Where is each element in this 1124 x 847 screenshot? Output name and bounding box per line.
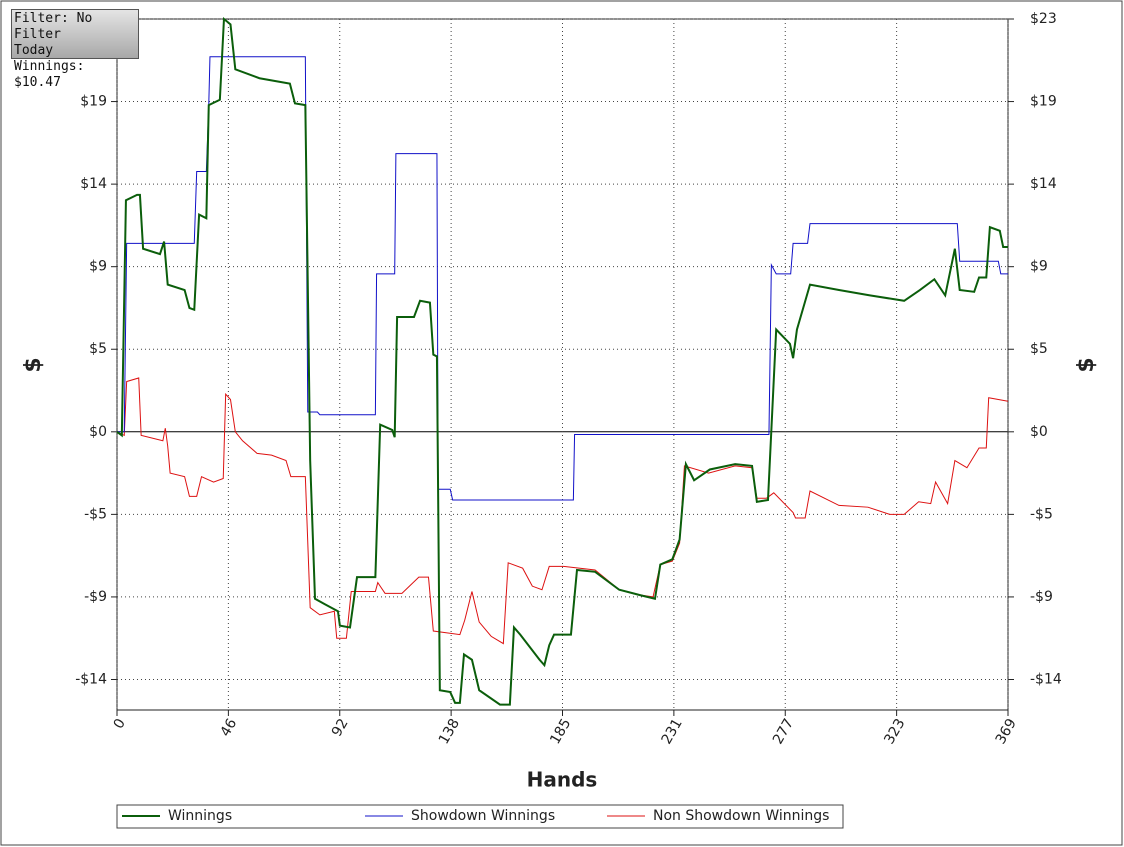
x-tick-label: 138 [436,716,463,747]
legend-label: Showdown Winnings [411,808,555,824]
y2-axis-label: $ [1074,357,1099,372]
legend-box [116,804,844,829]
legend-label: Non Showdown Winnings [653,808,829,824]
series-line [116,377,1009,645]
info-box: Filter: No Filter Today Winnings: $10.47 [11,9,139,90]
y-tick-label: $14 [80,176,107,192]
x-tick-label: 185 [547,716,574,747]
y2-tick-label: $9 [1030,259,1048,275]
x-tick-label: 369 [993,716,1020,747]
y2-tick-label: $19 [1030,94,1057,110]
x-tick-label: 0 [111,716,129,732]
y2-tick-label: $0 [1030,424,1048,440]
y-axis-label: $ [21,357,46,372]
y2-tick-label: -$5 [1030,506,1053,522]
y-tick-label: -$14 [75,671,107,687]
legend-label: Winnings [168,808,232,824]
filter-text: Filter: No Filter [14,11,93,42]
y2-tick-label: $5 [1030,341,1048,357]
x-axis-label: Hands [527,768,598,792]
y-tick-label: $9 [89,259,107,275]
x-tick-label: 277 [770,716,797,747]
x-tick-label: 46 [218,716,241,740]
y2-tick-label: -$14 [1030,671,1062,687]
y-tick-label: $19 [80,94,107,110]
period-text: Today [14,43,54,58]
y-tick-label: -$9 [84,589,107,605]
winnings-text: Winnings: $10.47 [14,59,85,90]
y-tick-label: $0 [89,424,107,440]
y-tick-label: $5 [89,341,107,357]
series-line [116,16,1008,706]
x-tick-label: 231 [659,716,686,747]
y2-tick-label: $23 [1030,11,1057,27]
x-tick-label: 323 [881,716,908,747]
y2-tick-label: -$9 [1030,589,1053,605]
y2-tick-label: $14 [1030,176,1057,192]
y-tick-label: -$5 [84,506,107,522]
x-tick-label: 92 [329,716,352,739]
plot-area [116,18,1009,711]
